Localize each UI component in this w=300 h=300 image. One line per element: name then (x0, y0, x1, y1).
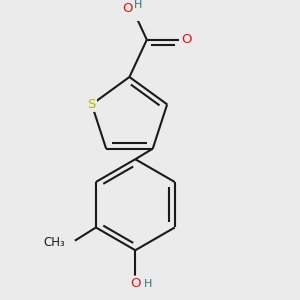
Text: O: O (130, 277, 141, 290)
Text: S: S (88, 98, 96, 111)
Text: H: H (143, 279, 152, 289)
Text: O: O (181, 33, 192, 46)
Text: CH₃: CH₃ (44, 236, 65, 249)
Text: H: H (134, 0, 142, 10)
Text: O: O (123, 2, 133, 16)
